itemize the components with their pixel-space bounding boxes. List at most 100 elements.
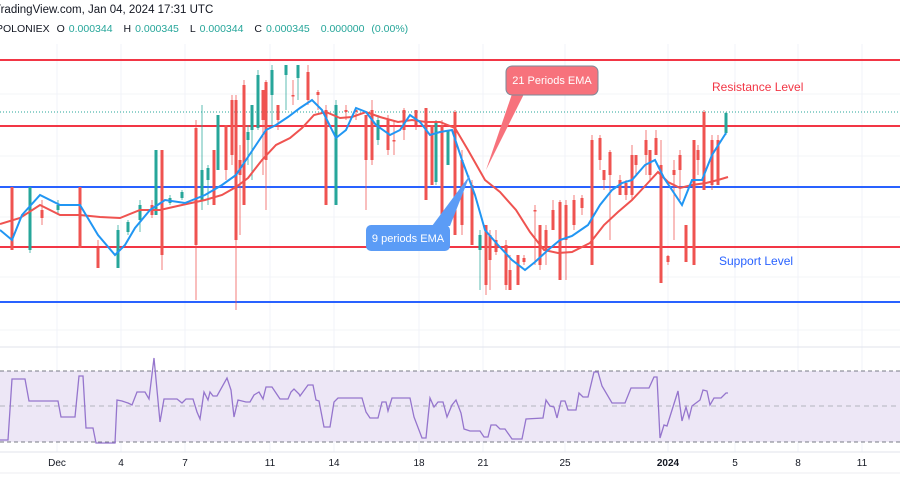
candle-body	[470, 185, 474, 245]
candle-body	[598, 138, 602, 160]
candle-body	[716, 140, 720, 185]
ema9-callout[interactable]: 9 periods EMA	[366, 175, 470, 251]
candle-body	[116, 230, 120, 268]
candle-body	[533, 210, 537, 212]
candle-body	[494, 240, 498, 252]
open-label: O	[56, 23, 65, 35]
candle-body	[504, 245, 508, 285]
candle-body	[246, 132, 250, 140]
x-tick-label: 21	[477, 458, 489, 469]
x-tick-label: 18	[413, 458, 425, 469]
candle-body	[364, 115, 368, 160]
candle-body	[316, 92, 320, 95]
ema21-callout[interactable]: 21 Periods EMA	[486, 65, 599, 170]
candle-body	[206, 168, 210, 180]
candle-body	[564, 205, 568, 240]
candle-body	[284, 65, 288, 75]
candle-body	[180, 192, 184, 198]
candle-body	[334, 105, 338, 205]
candle-body	[590, 140, 594, 265]
candle-body	[256, 75, 260, 128]
candle-body	[200, 170, 204, 200]
candle-body	[630, 155, 634, 195]
candle-body	[250, 105, 254, 130]
candle-body	[484, 225, 488, 285]
candle-body	[96, 248, 100, 268]
candle-body	[291, 95, 295, 97]
candle-body	[544, 230, 548, 250]
rsi-line	[0, 357, 728, 444]
candle-body	[602, 170, 606, 180]
candle-body	[296, 65, 300, 78]
candle-body	[424, 108, 428, 200]
change-value: 0.000000	[320, 23, 365, 35]
candle-body	[430, 125, 434, 185]
candle-body	[230, 100, 234, 155]
candle-body	[306, 72, 310, 100]
annotations[interactable]: 21 Periods EMA 9 periods EMA Resistance …	[366, 65, 803, 268]
high-label: H	[123, 23, 132, 35]
candle-body	[710, 140, 714, 185]
ema-lines	[0, 98, 729, 272]
candle-body	[138, 205, 142, 220]
candle-body	[224, 125, 228, 170]
candle-body	[344, 110, 348, 112]
candle-body	[478, 235, 482, 250]
candle-body	[551, 210, 555, 230]
low-label: L	[189, 23, 196, 35]
candle-body	[684, 225, 688, 262]
x-tick-label: 11	[265, 458, 276, 469]
candle-body	[392, 140, 396, 142]
candle-body	[724, 113, 728, 133]
candle-body	[634, 155, 638, 165]
candle-body	[264, 82, 268, 160]
x-tick-label: 8	[795, 458, 801, 469]
candle-body	[659, 165, 663, 283]
candle-body	[126, 222, 130, 232]
candle-body	[440, 125, 444, 215]
candle-body	[376, 120, 380, 140]
candle-body	[572, 200, 576, 225]
open-value: 0.000344	[68, 23, 113, 35]
candle-body	[276, 105, 280, 120]
candle-body	[414, 110, 418, 125]
resistance-label: Resistance Level	[712, 80, 803, 94]
x-tick-label: 25	[559, 458, 571, 469]
candle-body	[10, 187, 14, 250]
candle-body	[28, 187, 32, 250]
candle-body	[354, 110, 358, 112]
ema9-label: 9 periods EMA	[372, 233, 445, 245]
candle-body	[261, 90, 265, 120]
candle-body	[516, 255, 520, 285]
chart-header: TradingView.com, Jan 04, 2024 17:31 UTC …	[0, 0, 900, 44]
x-tick-label: 7	[182, 458, 188, 469]
close-label: C	[254, 23, 262, 35]
low-value: 0.000344	[199, 23, 244, 35]
candle-body	[270, 70, 274, 95]
candle-body	[370, 110, 374, 160]
close-value: 0.000345	[265, 23, 310, 35]
x-tick-label: 11	[857, 458, 868, 469]
candle-body	[508, 270, 512, 290]
candle-body	[402, 110, 406, 130]
candle-body	[212, 150, 216, 205]
candle-body	[692, 140, 696, 265]
support-label: Support Level	[719, 254, 793, 268]
candle-body	[654, 138, 658, 155]
ema21-label: 21 Periods EMA	[512, 75, 592, 87]
chart-title: TradingView.com, Jan 04, 2024 17:31 UTC	[0, 4, 214, 16]
time-axis[interactable]: Dec 4 7 11 14 18 21 25 2024 5 8 11	[48, 458, 868, 469]
ohlc-legend: POLONIEX O 0.000344 H 0.000345 L 0.000344 C…	[0, 23, 412, 35]
x-tick-label: 4	[118, 458, 124, 469]
candle-body	[618, 180, 622, 195]
candle-body	[522, 258, 526, 262]
candle-body	[580, 198, 584, 208]
ema9-line	[0, 98, 727, 272]
x-tick-label: 2024	[657, 458, 680, 469]
candle-body	[154, 150, 158, 215]
candle-body	[242, 85, 246, 205]
candle-body	[488, 235, 492, 260]
candle-body	[386, 120, 390, 150]
candle-body	[216, 115, 220, 170]
